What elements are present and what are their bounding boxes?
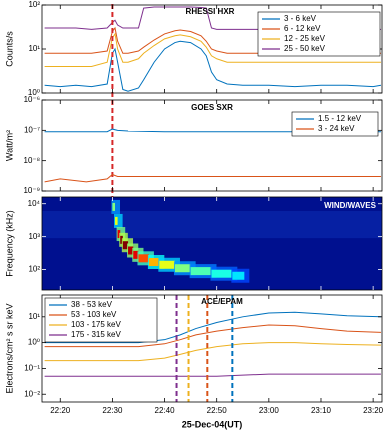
plot-area — [44, 311, 381, 377]
y-tick-label: 10⁻² — [24, 389, 40, 398]
legend-label: 103 - 175 keV — [71, 320, 121, 329]
cell — [232, 271, 245, 280]
y-tick-label: 10² — [28, 0, 40, 9]
x-tick-label: 22:30 — [102, 406, 123, 415]
cell — [138, 254, 149, 263]
halo — [111, 199, 121, 214]
y-tick-label: 10⁻⁷ — [24, 125, 40, 134]
panel-title: ACE/EPAM — [201, 297, 243, 306]
x-tick-label: 22:20 — [50, 406, 71, 415]
cell — [122, 241, 129, 250]
frame — [41, 99, 383, 192]
series-line — [44, 173, 381, 183]
cell — [120, 235, 123, 244]
legend-label: 175 - 315 keV — [71, 330, 121, 339]
x-tick-label: 23:00 — [259, 406, 280, 415]
panel-title: WIND/WAVES — [324, 201, 377, 210]
x-tick-label: 22:50 — [207, 406, 228, 415]
y-tick-label: 10⁴ — [28, 199, 41, 208]
y-axis-label: Electrons/cm² s sr keV — [4, 303, 14, 393]
legend-label: 38 - 53 keV — [71, 300, 113, 309]
series-line — [44, 373, 381, 377]
y-tick-label: 10⁰ — [28, 88, 40, 97]
series-line — [44, 342, 381, 362]
legend-box — [291, 111, 379, 137]
panel-title: GOES SXR — [191, 103, 233, 112]
plot-area — [42, 197, 382, 290]
legend-label: 53 - 103 keV — [71, 310, 117, 319]
legend-label: 1.5 - 12 keV — [318, 114, 362, 123]
legend-label: 3 - 24 keV — [318, 124, 355, 133]
legend-label: 25 - 50 keV — [284, 44, 326, 53]
series-line — [44, 40, 382, 92]
x-axis-label: 25-Dec-04(UT) — [182, 419, 243, 429]
cell — [190, 267, 212, 276]
y-tick-label: 10¹ — [28, 44, 40, 53]
cell — [133, 250, 139, 259]
y-tick-label: 10² — [28, 265, 40, 274]
cell — [211, 269, 233, 278]
cell — [128, 246, 134, 255]
legend-label: 12 - 25 keV — [284, 34, 326, 43]
y-tick-label: 10¹ — [28, 312, 40, 321]
y-axis-label: Frequency (kHz) — [4, 210, 14, 277]
y-tick-label: 10³ — [28, 232, 40, 241]
series-line — [44, 311, 381, 344]
x-tick-label: 23:10 — [311, 406, 332, 415]
y-tick-label: 10⁻⁶ — [24, 95, 40, 104]
cell — [117, 230, 121, 239]
cell — [112, 202, 116, 211]
cell — [148, 257, 160, 266]
y-tick-label: 10⁻⁹ — [23, 186, 40, 195]
frame — [41, 294, 383, 403]
series-line — [44, 32, 381, 68]
plot-area — [44, 128, 381, 183]
cell — [115, 216, 118, 225]
halo — [114, 213, 123, 228]
x-tick-label: 23:20 — [363, 406, 384, 415]
series-line — [44, 128, 381, 133]
y-axis-label: Watt/m² — [4, 130, 14, 161]
y-tick-label: 10⁻¹ — [24, 364, 40, 373]
series-line — [44, 324, 381, 348]
y-tick-label: 10⁰ — [28, 338, 40, 347]
spectrogram-band — [42, 211, 382, 239]
frame — [41, 196, 383, 291]
cell — [159, 260, 175, 269]
legend-label: 3 - 6 keV — [284, 14, 317, 23]
panel-title: RHESSI HXR — [186, 7, 235, 16]
y-tick-label: 10⁻⁸ — [24, 156, 41, 165]
cell — [174, 264, 191, 273]
y-axis-label: Counts/s — [4, 31, 14, 67]
x-tick-label: 22:40 — [155, 406, 176, 415]
legend-label: 6 - 12 keV — [284, 24, 321, 33]
